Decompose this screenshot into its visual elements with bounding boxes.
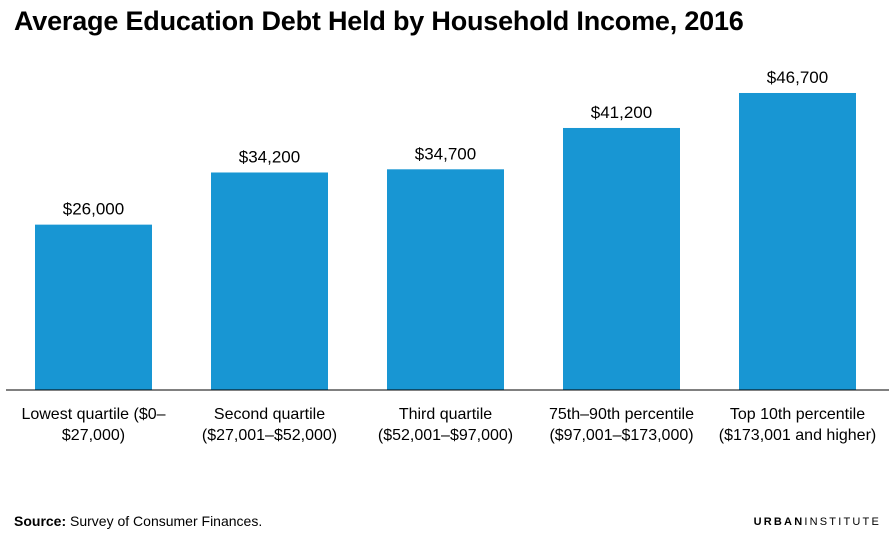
- bar-4: [563, 127, 680, 390]
- source-label: Source:: [14, 513, 67, 529]
- urban-institute-logo: URBANINSTITUTE: [754, 516, 881, 528]
- category-label-3-line-2: ($52,001–$97,000): [378, 427, 513, 444]
- category-label-1-line-1: Lowest quartile ($0–: [21, 406, 165, 423]
- bar-5: [739, 92, 856, 390]
- category-label-5-line-2: ($173,001 and higher): [719, 427, 876, 444]
- category-label-1-line-2: $27,000): [62, 427, 125, 444]
- data-label-5: $46,700: [767, 68, 828, 87]
- data-label-3: $34,700: [415, 144, 476, 163]
- category-label-5-line-1: Top 10th percentile: [730, 406, 865, 423]
- source-note: Source: Survey of Consumer Finances.: [14, 513, 262, 529]
- bars-group: [35, 92, 856, 390]
- bar-1: [35, 224, 152, 390]
- data-labels-group: $26,000 $34,200 $34,700 $41,200 $46,700: [63, 68, 828, 219]
- category-label-3-line-1: Third quartile: [399, 406, 492, 423]
- category-label-2-line-1: Second quartile: [214, 406, 325, 423]
- category-labels-group: Lowest quartile ($0– $27,000) Second quart…: [21, 406, 876, 444]
- brand-name-bold: URBAN: [753, 516, 805, 528]
- brand-name-light: INSTITUTE: [804, 516, 881, 528]
- chart-title: Average Education Debt Held by Household…: [14, 6, 744, 36]
- data-label-4: $41,200: [591, 103, 652, 122]
- data-label-1: $26,000: [63, 200, 124, 219]
- category-label-4-line-2: ($97,001–$173,000): [549, 427, 693, 444]
- data-label-2: $34,200: [239, 147, 300, 166]
- source-text: Survey of Consumer Finances.: [70, 513, 263, 529]
- bar-2: [211, 172, 328, 390]
- bar-3: [387, 169, 504, 390]
- category-label-2-line-2: ($27,001–$52,000): [202, 427, 337, 444]
- category-label-4-line-1: 75th–90th percentile: [549, 406, 694, 423]
